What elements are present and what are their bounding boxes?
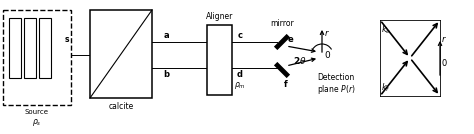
Text: 0: 0 — [442, 59, 447, 68]
Text: r: r — [325, 29, 328, 38]
Text: mirror: mirror — [270, 19, 294, 28]
Text: d: d — [237, 70, 243, 79]
Text: r: r — [442, 36, 446, 44]
Text: $k_f$: $k_f$ — [381, 81, 391, 94]
Text: $k_e$: $k_e$ — [381, 24, 391, 36]
Text: $\rho_m$: $\rho_m$ — [234, 80, 246, 91]
Bar — [39, 18, 51, 78]
Bar — [90, 10, 152, 98]
Text: Aligner: Aligner — [206, 12, 233, 21]
Bar — [207, 25, 232, 95]
Text: e: e — [288, 36, 294, 44]
Text: 0: 0 — [324, 51, 330, 59]
Text: Source: Source — [25, 109, 49, 115]
Text: a: a — [163, 31, 169, 40]
Text: 2$\theta$: 2$\theta$ — [293, 55, 307, 66]
Text: c: c — [237, 31, 243, 40]
Text: f: f — [284, 80, 288, 89]
Bar — [3, 10, 71, 105]
Text: b: b — [163, 70, 169, 79]
Text: Detection: Detection — [318, 73, 355, 82]
Text: $\rho_s$: $\rho_s$ — [32, 117, 42, 128]
Bar — [9, 18, 21, 78]
Bar — [24, 18, 36, 78]
Text: s: s — [64, 36, 69, 44]
Text: plane $P(r)$: plane $P(r)$ — [317, 83, 356, 96]
Text: calcite: calcite — [109, 102, 134, 111]
